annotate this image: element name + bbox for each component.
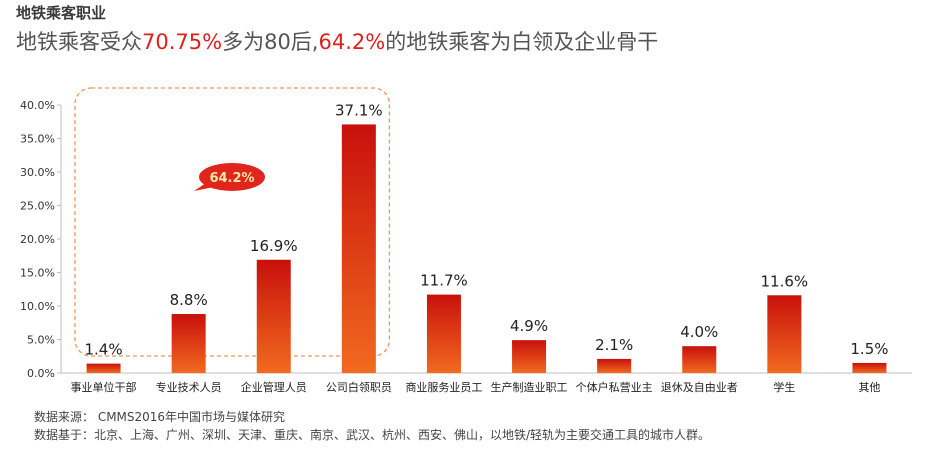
occupation-bar-chart: 0.0% 5.0% 10.0% 15.0% 20.0% 25.0% 30.0% 35.0% 40…: [20, 87, 912, 394]
y-tick-label: 5.0%: [27, 334, 55, 347]
category-label: 退休及自由业者: [661, 380, 738, 394]
data-label: 1.5%: [850, 340, 888, 358]
category-label: 事业单位干部: [71, 380, 137, 394]
data-label: 4.0%: [680, 323, 718, 341]
y-tick-label: 35.0%: [20, 133, 55, 146]
badge-tail: [194, 183, 214, 191]
data-label: 2.1%: [595, 336, 633, 354]
headline-pct-post80: 70.75%: [142, 30, 223, 54]
data-label: 8.8%: [170, 291, 208, 309]
basis-note: 数据基于：北京、上海、广州、深圳、天津、重庆、南京、武汉、杭州、西安、佛山，以地…: [34, 428, 711, 442]
headline-mid: 多为80后,: [222, 30, 319, 54]
headline-pre: 地铁乘客受众: [16, 30, 142, 54]
category-label: 个体户私营业主: [576, 380, 653, 394]
y-tick-label: 20.0%: [20, 233, 55, 246]
bar: [682, 346, 717, 373]
data-label: 16.9%: [250, 237, 298, 255]
bar: [256, 259, 291, 373]
y-tick-label: 40.0%: [20, 99, 55, 112]
bar: [512, 340, 547, 373]
bar: [341, 124, 376, 374]
headline-pct-whitecollar: 64.2%: [318, 30, 386, 54]
category-label: 公司白领职员: [326, 380, 392, 394]
y-tick-label: 15.0%: [20, 267, 55, 280]
bar: [171, 314, 206, 373]
source-note: 数据来源： CMMS2016年中国市场与媒体研究: [34, 410, 286, 424]
category-label: 生产制造业职工: [491, 380, 568, 394]
category-label: 企业管理人员: [241, 380, 307, 394]
bar: [767, 295, 802, 373]
y-tick-label: 0.0%: [27, 367, 55, 380]
data-label: 11.7%: [420, 272, 468, 290]
y-tick-label: 10.0%: [20, 300, 55, 313]
section-title: 地铁乘客职业: [16, 4, 107, 22]
bar: [597, 358, 632, 373]
badge-label: 64.2%: [209, 171, 254, 186]
category-label: 其他: [858, 381, 880, 394]
highlight-box: [74, 87, 391, 357]
headline-post: 的地铁乘客为白领及企业骨干: [385, 30, 659, 54]
bar: [86, 363, 121, 373]
headline: 地铁乘客受众70.75%多为80后,64.2%的地铁乘客为白领及企业骨干: [16, 26, 658, 56]
y-tick-label: 30.0%: [20, 166, 55, 179]
category-label: 学生: [773, 380, 795, 394]
data-label: 11.6%: [761, 272, 809, 290]
data-label: 37.1%: [335, 101, 383, 119]
y-tick-label: 25.0%: [20, 200, 55, 213]
category-label: 商业服务业员工: [405, 380, 482, 394]
data-label: 4.9%: [510, 317, 548, 335]
category-label: 专业技术人员: [156, 380, 222, 394]
bar: [426, 294, 461, 373]
data-label: 1.4%: [84, 341, 122, 359]
bar: [852, 362, 887, 373]
badge-bubble: [199, 163, 265, 191]
